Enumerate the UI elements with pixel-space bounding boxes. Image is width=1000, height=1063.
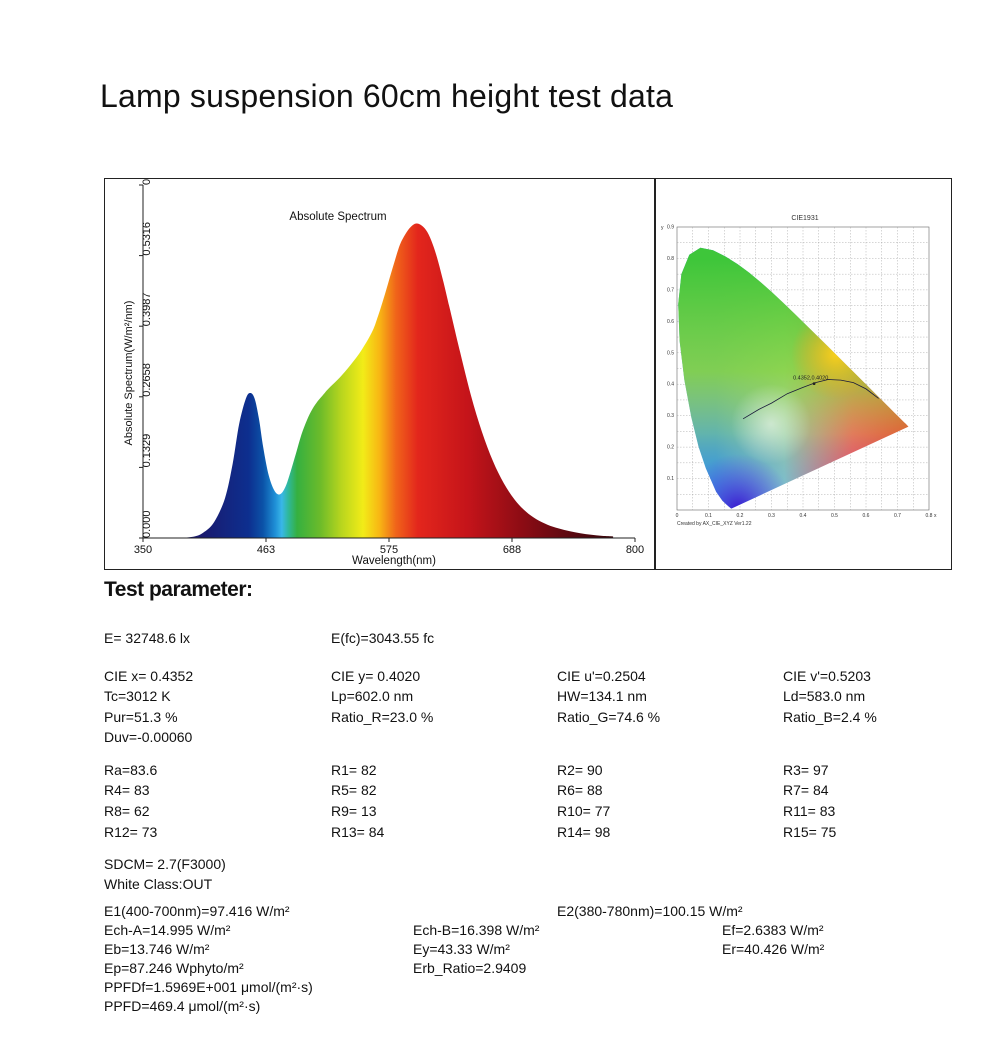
param-cie-x: CIE x= 0.4352 bbox=[104, 668, 194, 684]
spectrum-area bbox=[175, 223, 614, 538]
param-r2: R2= 90 bbox=[557, 762, 603, 778]
param-e-fc: E(fc)=3043.55 fc bbox=[331, 630, 435, 646]
param-white-class: White Class:OUT bbox=[104, 876, 213, 892]
cie-y-tick-label: 0.9 bbox=[667, 225, 674, 231]
param-r3: R3= 97 bbox=[783, 762, 829, 778]
cie-y-tick-label: 0.4 bbox=[667, 382, 674, 388]
param-ech-a: Ech-A=14.995 W/m² bbox=[104, 922, 231, 938]
spectrum-chart: Absolute Spectrum Wavelength(nm) Absolut… bbox=[123, 179, 644, 567]
spectrum-y-tick-label: 0.5316 bbox=[141, 222, 153, 256]
spectrum-x-tick-label: 575 bbox=[380, 544, 398, 556]
spectrum-x-tick-label: 800 bbox=[626, 544, 644, 556]
param-er: Er=40.426 W/m² bbox=[722, 941, 825, 957]
param-r1: R1= 82 bbox=[331, 762, 377, 778]
cie-x-tick-label: 0.6 bbox=[863, 513, 870, 519]
cie-x-tick-label: 0.3 bbox=[768, 513, 775, 519]
param-r7: R7= 84 bbox=[783, 782, 829, 798]
param-r12: R12= 73 bbox=[104, 824, 158, 840]
param-ef: Ef=2.6383 W/m² bbox=[722, 922, 824, 938]
spectrum-y-tick-label: 0.6644 bbox=[141, 179, 153, 185]
cie-point bbox=[812, 382, 816, 385]
param-ppfdf: PPFDf=1.5969E+001 μmol/(m²·s) bbox=[104, 979, 313, 995]
cie-y-tick-label: 0.6 bbox=[667, 319, 674, 325]
spectrum-x-tick-label: 463 bbox=[257, 544, 275, 556]
param-cie-v: CIE v'=0.5203 bbox=[783, 668, 871, 684]
param-ep: Ep=87.246 Wphyto/m² bbox=[104, 960, 244, 976]
chart-frame bbox=[104, 178, 952, 570]
cie-y-tick-label: 0.1 bbox=[667, 476, 674, 482]
cie-x-tick-label: 0 bbox=[676, 513, 679, 519]
cie-x-tick-label: 0.1 bbox=[705, 513, 712, 519]
page-title: Lamp suspension 60cm height test data bbox=[100, 78, 674, 114]
param-pur: Pur=51.3 % bbox=[104, 709, 178, 725]
param-duv: Duv=-0.00060 bbox=[104, 729, 193, 745]
cie-x-tick-label: 0.5 bbox=[831, 513, 838, 519]
cie-footer: Created by AX_CIE_XYZ Ver1.22 bbox=[677, 521, 752, 527]
spectrum-x-label: Wavelength(nm) bbox=[352, 555, 436, 567]
param-r11: R11= 83 bbox=[783, 803, 836, 819]
spectrum-y-tick-label: 0.3987 bbox=[141, 293, 153, 327]
param-r8: R8= 62 bbox=[104, 803, 150, 819]
cie-x-axis-label: x bbox=[934, 513, 937, 519]
cie-x-tick-label: 0.2 bbox=[737, 513, 744, 519]
spectrum-y-label: Absolute Spectrum(W/m²/nm) bbox=[123, 301, 135, 446]
param-cie-u: CIE u'=0.2504 bbox=[557, 668, 646, 684]
param-hw: HW=134.1 nm bbox=[557, 688, 647, 704]
param-tc: Tc=3012 K bbox=[104, 688, 171, 704]
cie-y-tick-label: 0.5 bbox=[667, 350, 674, 356]
spectrum-y-tick-label: 0.2658 bbox=[141, 363, 153, 397]
param-r5: R5= 82 bbox=[331, 782, 377, 798]
cie-y-tick-label: 0.3 bbox=[667, 413, 674, 419]
param-erb: Erb_Ratio=2.9409 bbox=[413, 960, 527, 976]
spectrum-title: Absolute Spectrum bbox=[289, 211, 386, 223]
spectrum-x-tick-label: 350 bbox=[134, 544, 152, 556]
param-e2: E2(380-780nm)=100.15 W/m² bbox=[557, 903, 743, 919]
param-ld: Ld=583.0 nm bbox=[783, 688, 866, 704]
param-r9: R9= 13 bbox=[331, 803, 377, 819]
cie-chart: CIE1931 0 0.1 0.2 0.3 0.4 0.5 0.6 0.7 0.8 x0.10.2… bbox=[661, 215, 937, 527]
param-e1: E1(400-700nm)=97.416 W/m² bbox=[104, 903, 290, 919]
spectrum-y-tick-label: 0.000 bbox=[141, 510, 153, 538]
param-r4: R4= 83 bbox=[104, 782, 150, 798]
cie-title: CIE1931 bbox=[791, 215, 818, 222]
param-e-lx: E= 32748.6 lx bbox=[104, 630, 191, 646]
param-ratio-b: Ratio_B=2.4 % bbox=[783, 709, 877, 725]
cie-y-axis-label: y bbox=[661, 225, 664, 231]
cie-x-tick-label: 0.7 bbox=[894, 513, 901, 519]
cie-point-label: 0.4352,0.4020 bbox=[793, 376, 828, 382]
param-r10: R10= 77 bbox=[557, 803, 611, 819]
param-r15: R15= 75 bbox=[783, 824, 837, 840]
param-r14: R14= 98 bbox=[557, 824, 611, 840]
cie-y-tick-label: 0.8 bbox=[667, 256, 674, 262]
param-lp: Lp=602.0 nm bbox=[331, 688, 414, 704]
param-ra: Ra=83.6 bbox=[104, 762, 158, 778]
param-eb: Eb=13.746 W/m² bbox=[104, 941, 210, 957]
param-ech-b: Ech-B=16.398 W/m² bbox=[413, 922, 540, 938]
param-r13: R13= 84 bbox=[331, 824, 385, 840]
param-ratio-r: Ratio_R=23.0 % bbox=[331, 709, 434, 725]
param-ey: Ey=43.33 W/m² bbox=[413, 941, 510, 957]
cie-gamut bbox=[678, 247, 909, 509]
param-sdcm: SDCM= 2.7(F3000) bbox=[104, 856, 226, 872]
cie-y-tick-label: 0.2 bbox=[667, 445, 674, 451]
spectrum-x-tick-label: 688 bbox=[503, 544, 521, 556]
cie-y-tick-label: 0.7 bbox=[667, 287, 674, 293]
cie-x-tick-label: 0.8 bbox=[926, 513, 933, 519]
chart-divider bbox=[654, 178, 656, 570]
spectrum-y-tick-label: 0.1329 bbox=[141, 434, 153, 468]
param-ratio-g: Ratio_G=74.6 % bbox=[557, 709, 661, 725]
param-cie-y: CIE y= 0.4020 bbox=[331, 668, 421, 684]
section-title: Test parameter: bbox=[104, 578, 253, 601]
cie-x-tick-label: 0.4 bbox=[800, 513, 807, 519]
param-ppfd: PPFD=469.4 μmol/(m²·s) bbox=[104, 998, 261, 1014]
param-r6: R6= 88 bbox=[557, 782, 603, 798]
planckian-locus bbox=[742, 379, 879, 420]
